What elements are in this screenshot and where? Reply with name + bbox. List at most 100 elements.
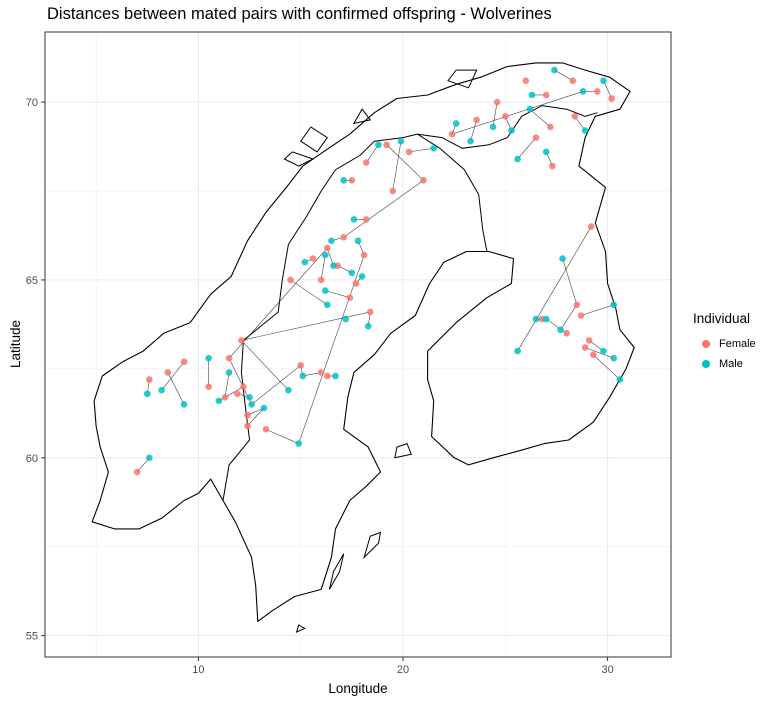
point-male: [551, 66, 558, 74]
point-male: [581, 127, 589, 134]
point-male: [579, 88, 587, 95]
legend-key-female: [702, 340, 710, 348]
point-male: [600, 77, 607, 85]
point-male: [532, 315, 540, 323]
point-female: [389, 187, 397, 195]
point-female: [221, 394, 229, 401]
point-female: [225, 354, 233, 362]
point-male: [542, 315, 550, 323]
point-female: [585, 337, 593, 344]
point-female: [493, 98, 501, 106]
point-female: [549, 162, 556, 170]
point-female: [348, 177, 356, 184]
point-female: [420, 177, 427, 184]
point-female: [234, 390, 241, 398]
point-male: [321, 251, 329, 259]
point-female: [244, 422, 251, 430]
point-female: [180, 358, 188, 366]
point-male: [557, 326, 564, 334]
pair-line: [392, 141, 402, 192]
point-female: [547, 123, 554, 131]
point-male: [489, 123, 497, 131]
pair-line: [452, 91, 584, 135]
point-female: [287, 276, 294, 284]
island-outline: [352, 108, 372, 125]
point-female: [522, 77, 530, 85]
pair-line: [593, 354, 621, 380]
point-male: [301, 258, 309, 266]
point-female: [244, 411, 251, 419]
point-male: [600, 347, 607, 355]
legend-title: Individual: [693, 311, 751, 326]
point-female: [133, 468, 141, 476]
point-male: [610, 301, 618, 309]
pair-line: [265, 429, 299, 444]
point-female: [569, 77, 577, 85]
y-tick-label: 60: [26, 453, 38, 465]
point-female: [352, 280, 360, 287]
y-tick-label: 70: [26, 97, 38, 109]
point-male: [514, 155, 521, 163]
point-male: [285, 386, 292, 394]
point-female: [573, 301, 581, 309]
point-male: [295, 440, 302, 447]
y-axis-title: Latitude: [8, 320, 23, 368]
point-male: [225, 369, 233, 376]
legend-label-female: Female: [719, 338, 756, 350]
point-female: [324, 372, 331, 380]
point-male: [375, 141, 382, 149]
pair-line: [228, 247, 328, 359]
pair-line: [409, 148, 434, 153]
pair-line: [298, 254, 365, 444]
point-female: [473, 116, 480, 124]
pair-line: [562, 258, 578, 305]
point-male: [146, 454, 153, 462]
pair-line: [247, 407, 265, 426]
points: [133, 66, 624, 476]
point-female: [362, 216, 370, 223]
pair-line: [492, 102, 498, 128]
point-male: [246, 394, 253, 401]
pair-line: [386, 144, 424, 181]
border-sweden-finland: [417, 133, 488, 252]
pair-line: [560, 304, 578, 330]
x-tick-label: 10: [192, 664, 204, 676]
point-female: [563, 329, 570, 337]
panel-background: [45, 32, 671, 657]
island-outline: [283, 151, 315, 167]
panel-border: [44, 31, 672, 658]
point-female: [608, 95, 615, 102]
x-tick-label: 20: [397, 664, 409, 676]
coastline: [91, 62, 635, 622]
island-outline: [394, 442, 412, 459]
point-male: [215, 397, 223, 405]
point-male: [158, 386, 165, 394]
point-male: [610, 354, 618, 362]
legend: Individual Female Male: [693, 311, 756, 374]
pair-line: [161, 361, 185, 391]
point-male: [430, 145, 437, 152]
point-male: [616, 376, 624, 383]
pair-line: [224, 372, 230, 398]
point-female: [205, 383, 212, 390]
pair-line: [325, 290, 350, 299]
x-axis-title: Longitude: [328, 681, 387, 696]
point-male: [299, 372, 307, 380]
point-male: [248, 401, 255, 408]
axis-ticks: 10 20 30 55 60 65 70: [26, 97, 614, 676]
point-female: [317, 276, 325, 284]
point-male: [467, 137, 474, 145]
point-male: [364, 322, 372, 330]
island-outline: [447, 69, 478, 89]
point-male: [180, 401, 188, 408]
point-male: [328, 237, 335, 245]
point-female: [240, 383, 247, 390]
point-male: [321, 287, 329, 294]
point-female: [366, 308, 374, 316]
point-female: [317, 369, 325, 376]
point-male: [348, 269, 356, 277]
point-male: [350, 216, 358, 223]
point-female: [238, 337, 245, 344]
point-male: [514, 347, 521, 355]
y-tick-label: 65: [26, 275, 38, 287]
